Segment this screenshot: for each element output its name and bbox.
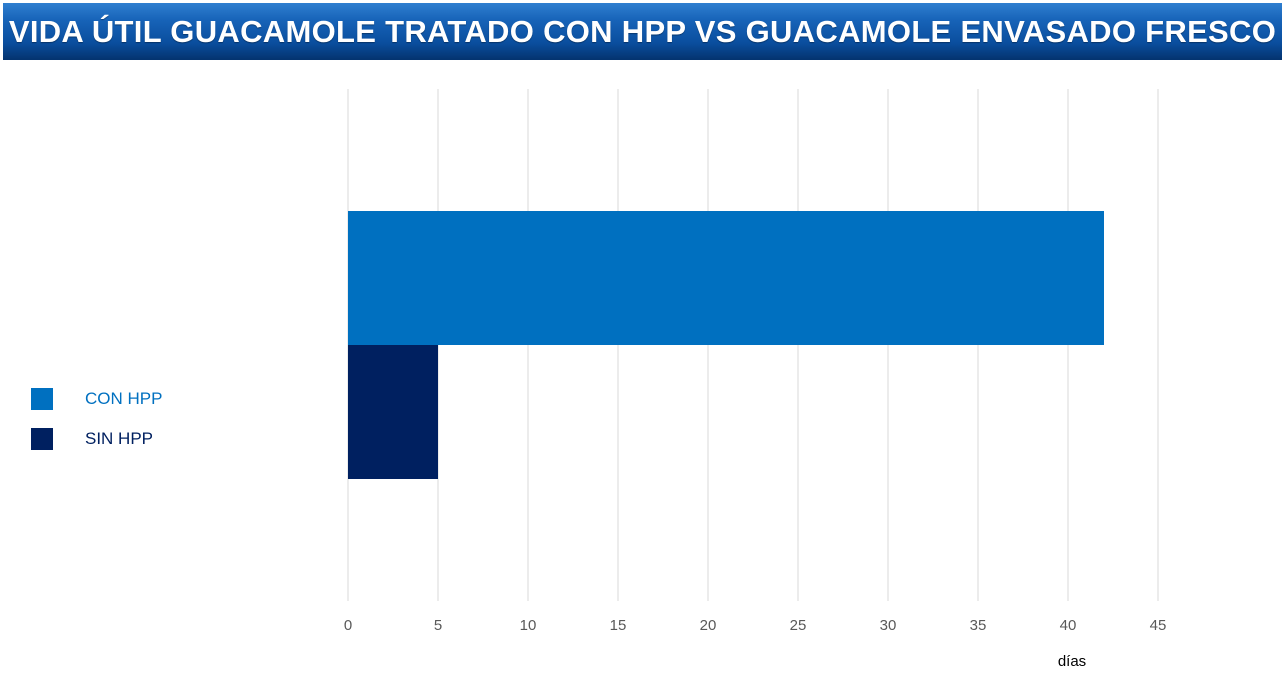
legend-item-sin-hpp: SIN HPP bbox=[31, 428, 162, 450]
x-axis-label: días bbox=[1058, 653, 1086, 670]
bar-sin-hpp bbox=[348, 345, 438, 479]
x-tick-label-15: 15 bbox=[610, 617, 627, 634]
title-banner: VIDA ÚTIL GUACAMOLE TRATADO CON HPP VS G… bbox=[3, 3, 1282, 60]
legend-item-con-hpp: CON HPP bbox=[31, 388, 162, 410]
bars bbox=[348, 211, 1104, 479]
x-axis-ticks: 0 5 10 15 20 25 30 35 40 45 bbox=[344, 617, 1167, 634]
chart-title: VIDA ÚTIL GUACAMOLE TRATADO CON HPP VS G… bbox=[8, 13, 1277, 49]
x-tick-label-35: 35 bbox=[970, 617, 987, 634]
legend-label-sin-hpp: SIN HPP bbox=[85, 429, 154, 448]
x-tick-label-40: 40 bbox=[1060, 617, 1077, 634]
x-tick-label-5: 5 bbox=[434, 617, 442, 634]
x-tick-label-30: 30 bbox=[880, 617, 897, 634]
legend-label-con-hpp: CON HPP bbox=[85, 389, 163, 408]
bar-con-hpp bbox=[348, 211, 1104, 345]
legend-swatch-sin-hpp bbox=[31, 428, 53, 450]
x-tick-label-45: 45 bbox=[1150, 617, 1167, 634]
legend-swatch-con-hpp bbox=[31, 388, 53, 410]
x-tick-label-20: 20 bbox=[700, 617, 717, 634]
x-tick-label-10: 10 bbox=[520, 617, 537, 634]
x-tick-label-0: 0 bbox=[344, 617, 352, 634]
legend: CON HPP SIN HPP bbox=[31, 388, 162, 468]
x-tick-label-25: 25 bbox=[790, 617, 807, 634]
